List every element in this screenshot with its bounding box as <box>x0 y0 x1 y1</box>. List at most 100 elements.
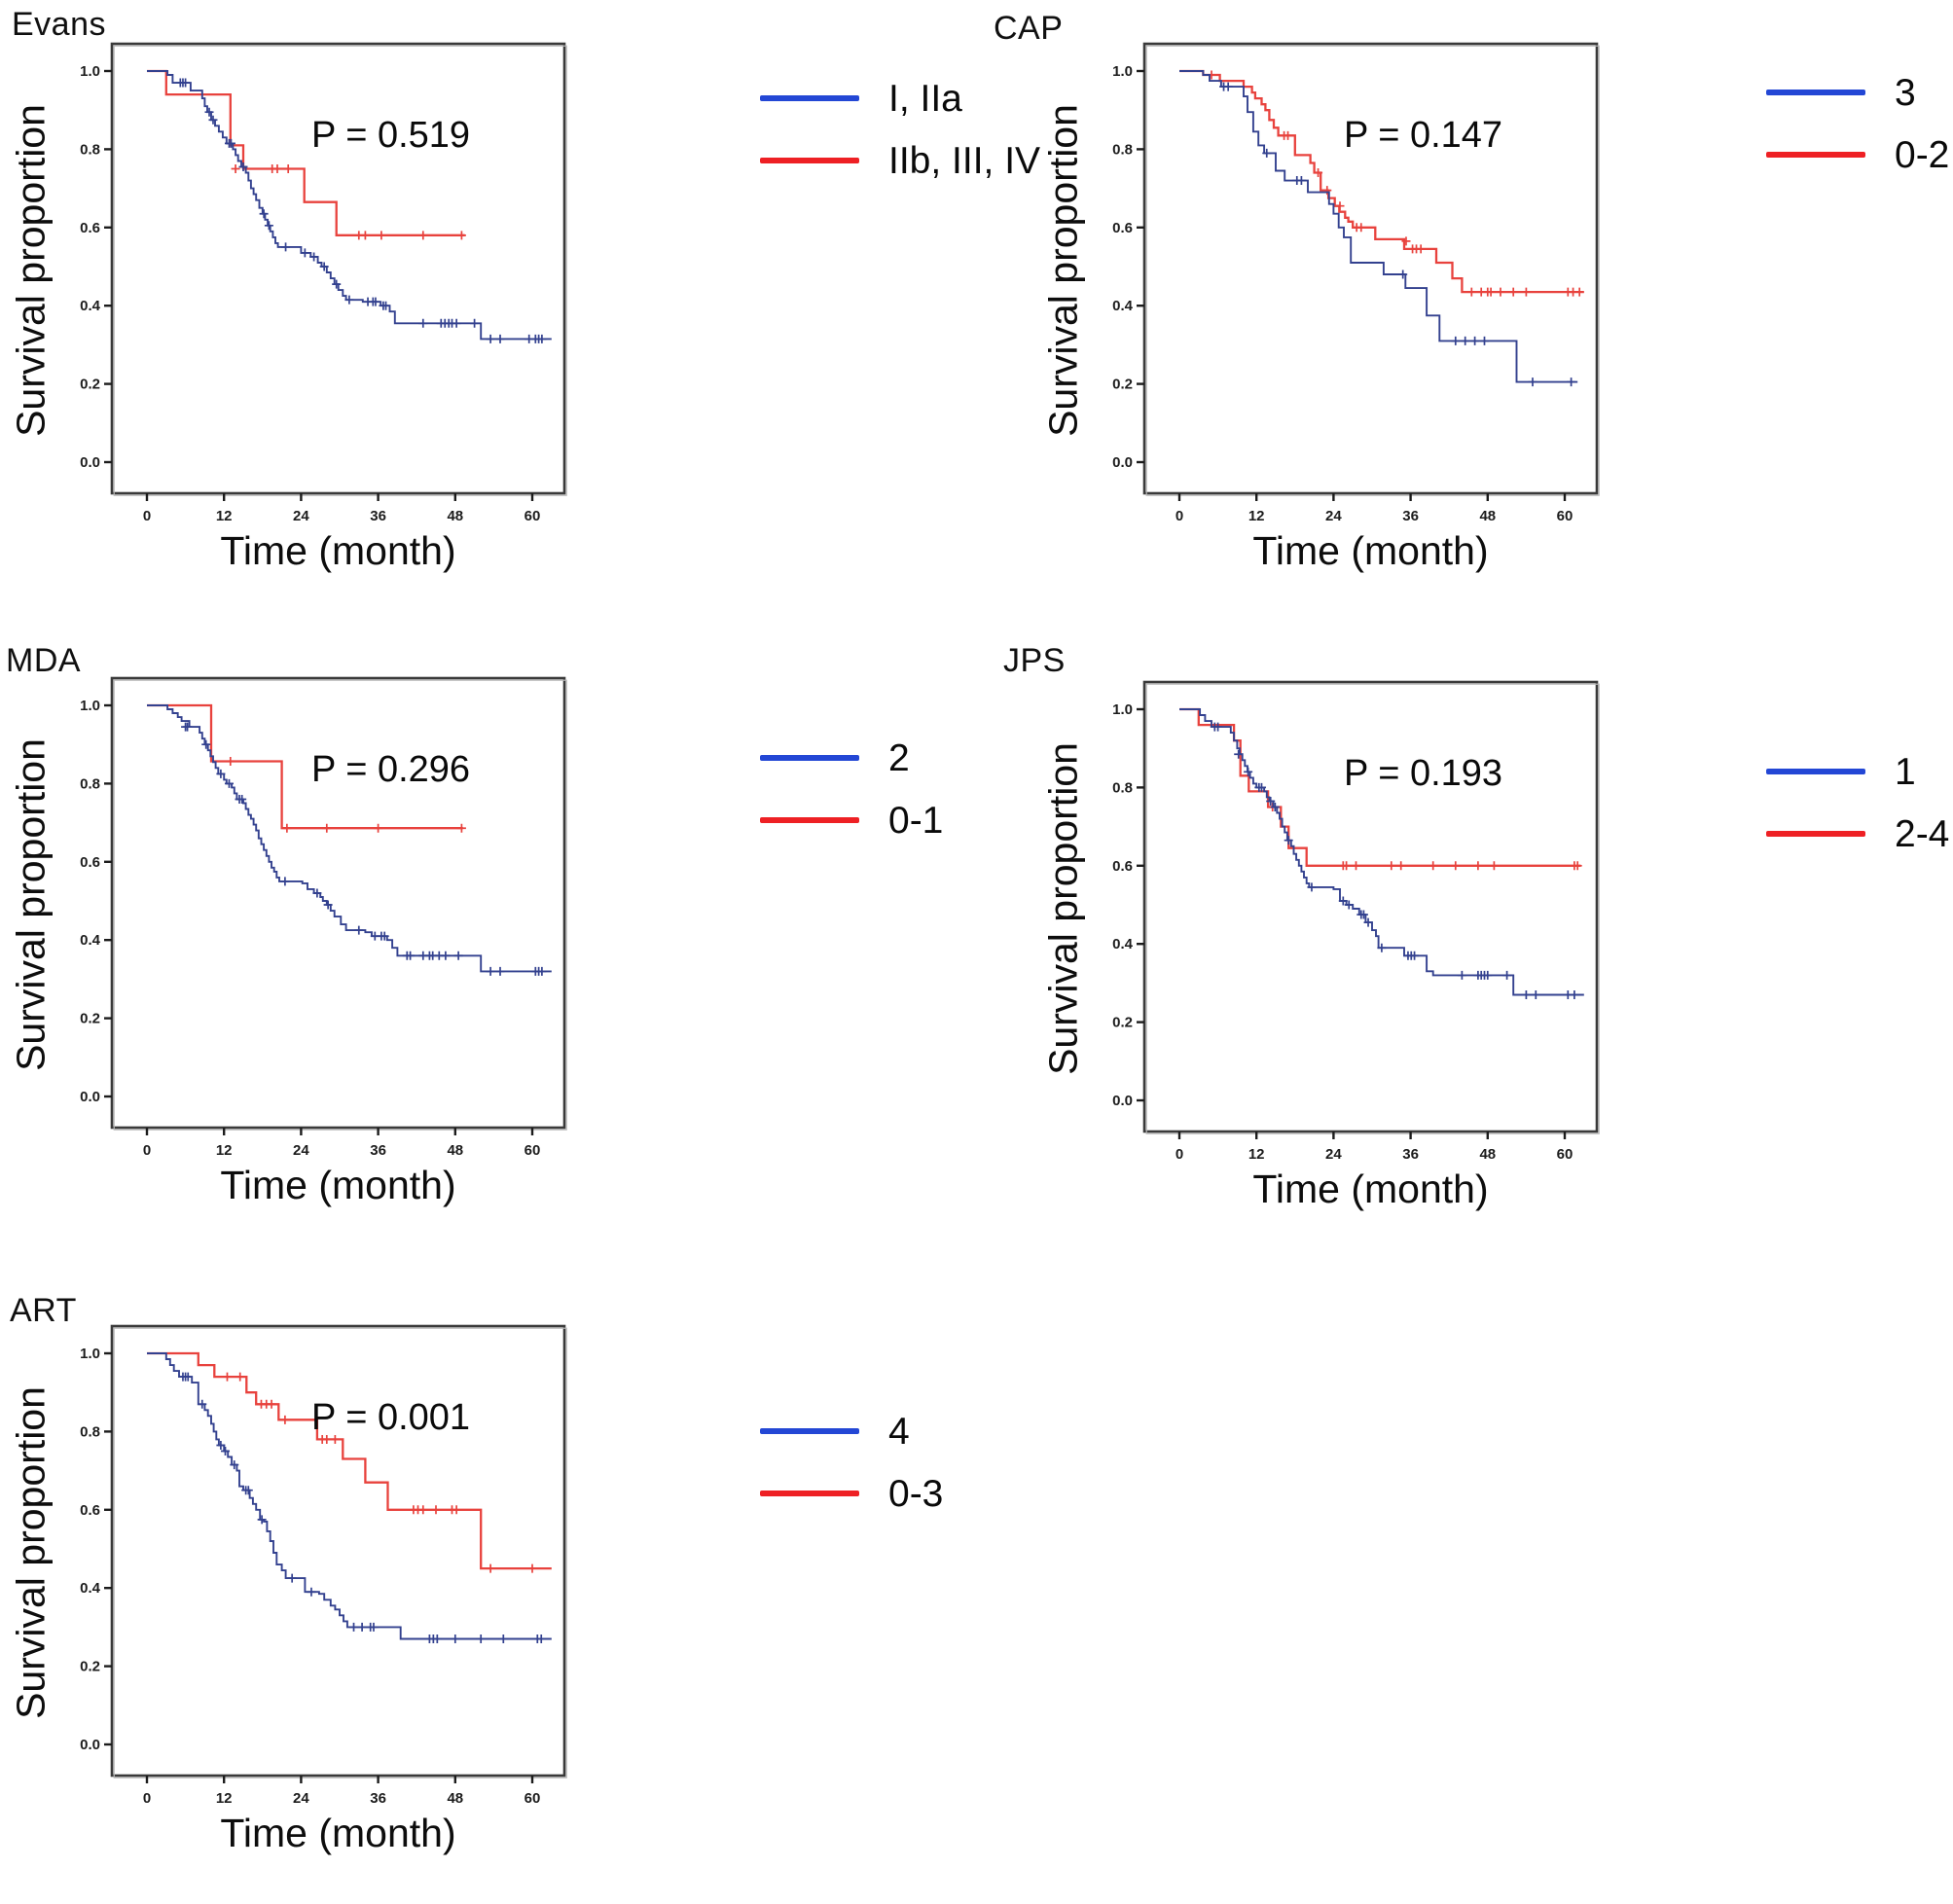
censor-mark-red <box>1489 861 1499 871</box>
legend-line-blue-icon <box>760 95 859 101</box>
x-tick-label: 0 <box>143 1142 151 1159</box>
censor-mark-blue <box>1410 951 1420 960</box>
censor-mark-blue <box>1256 782 1266 792</box>
censor-mark-red <box>322 1434 332 1444</box>
x-tick-label: 12 <box>216 508 233 524</box>
censor-mark-blue <box>486 334 495 343</box>
censor-mark-blue <box>204 107 214 117</box>
censor-mark-blue <box>280 877 290 886</box>
censor-mark-red <box>1387 861 1396 871</box>
censor-mark-blue <box>1234 749 1244 759</box>
legend-label: 0-1 <box>888 799 944 842</box>
censor-mark-red <box>1451 861 1461 871</box>
censor-mark-blue <box>1344 900 1354 910</box>
y-tick-label: 0.0 <box>1112 1093 1133 1109</box>
censor-mark-blue <box>354 925 364 935</box>
legend-line-blue-icon <box>1766 769 1865 774</box>
legend-item: 2-4 <box>1766 813 1949 854</box>
panel-jps: JPS Survival proportion 1.0 0.8 0.6 0.4 0.2 0… <box>976 623 1953 1255</box>
censor-mark-red <box>418 1505 428 1515</box>
km-plot-jps: 1.0 0.8 0.6 0.4 0.2 0.0 0 12 24 36 48 60 <box>1112 680 1600 1163</box>
censor-mark-blue <box>198 1399 207 1409</box>
censor-mark-blue <box>1531 989 1540 999</box>
censor-mark-blue <box>1213 722 1223 732</box>
plot-group: Survival proportion 1.0 0.8 0.6 0.4 0.2 0.0 0 1… <box>1032 638 1953 1271</box>
censor-mark-blue <box>1398 269 1408 279</box>
y-tick-label: 1.0 <box>1112 701 1133 718</box>
censor-mark-red <box>1508 287 1518 297</box>
censor-mark-blue <box>226 138 235 148</box>
x-tick-label: 0 <box>143 1790 151 1807</box>
survival-curve-red <box>147 69 465 236</box>
y-tick-label: 0.6 <box>80 220 100 236</box>
censor-mark-red <box>1473 861 1483 871</box>
censor-mark-blue <box>344 295 354 305</box>
x-tick-label: 36 <box>370 1790 386 1807</box>
x-tick-label: 36 <box>370 508 386 524</box>
censor-mark-red <box>377 231 386 240</box>
censor-mark-red <box>1401 236 1411 246</box>
censor-mark-red <box>231 164 240 173</box>
p-value-label: P = 0.519 <box>311 115 471 156</box>
y-tick-label: 1.0 <box>80 698 100 714</box>
plot-group: Survival proportion 1.0 0.8 0.6 0.4 0.2 0.0 0 1… <box>0 634 976 1267</box>
censor-mark-blue <box>537 966 547 976</box>
y-tick-label: 0.8 <box>1112 779 1133 796</box>
censor-mark-blue <box>1457 970 1466 980</box>
legend-line-blue-icon <box>1766 90 1865 95</box>
x-tick-label: 24 <box>1325 1146 1342 1163</box>
y-tick-label: 0.2 <box>1112 1015 1133 1031</box>
censor-mark-blue <box>470 318 480 328</box>
censor-mark-blue <box>257 1515 267 1525</box>
censor-mark-blue <box>495 966 505 976</box>
x-tick-label: 60 <box>524 508 541 524</box>
panel-title-art: ART <box>10 1292 77 1329</box>
y-tick-label: 0.4 <box>1112 936 1134 952</box>
censor-mark-blue <box>1528 377 1537 387</box>
censor-mark-blue <box>1461 336 1470 345</box>
censor-mark-red <box>1416 244 1426 254</box>
panel-mda: MDA Survival proportion 1.0 0.8 0.6 0.4 0.2 0… <box>0 623 976 1255</box>
censor-mark-blue <box>1502 970 1512 980</box>
censor-mark-red <box>1396 861 1406 871</box>
censor-mark-red <box>280 1415 290 1424</box>
censor-mark-red <box>360 231 370 240</box>
censor-mark-blue <box>319 262 329 271</box>
censor-mark-blue <box>1266 796 1276 806</box>
censor-mark-blue <box>418 318 428 328</box>
censor-mark-red <box>1322 186 1332 196</box>
plot-frame-shadow <box>113 679 567 1131</box>
x-tick-label: 24 <box>293 508 309 524</box>
censor-mark-blue <box>1363 917 1373 927</box>
y-tick-label: 0.0 <box>80 454 100 471</box>
legend-cap: 3 0-2 <box>1766 72 1949 197</box>
x-tick-label: 12 <box>1248 508 1265 524</box>
censor-mark-blue <box>371 297 380 306</box>
censor-mark-blue <box>349 1622 359 1632</box>
censor-mark-blue <box>1377 943 1387 952</box>
censor-mark-red <box>418 231 428 240</box>
censor-mark-red <box>431 1505 441 1515</box>
x-axis-label: Time (month) <box>1252 528 1489 573</box>
x-tick-label: 0 <box>143 508 151 524</box>
censor-mark-blue <box>1480 336 1489 345</box>
panel-evans: Evans Survival proportion 1.0 0.8 0.6 0.4 0.… <box>0 0 1041 623</box>
plot-frame-shadow <box>1145 683 1600 1134</box>
censor-mark-red <box>1335 201 1345 211</box>
plot-frame-shadow <box>113 1327 567 1778</box>
legend-line-blue-icon <box>760 755 859 761</box>
legend-label: 2 <box>888 736 910 779</box>
censor-mark-blue <box>486 966 495 976</box>
legend-label: IIb, III, IV <box>888 139 1041 182</box>
x-tick-label: 60 <box>1557 508 1573 524</box>
censor-mark-blue <box>243 1486 253 1495</box>
censor-mark-red <box>1284 130 1293 140</box>
censor-mark-red <box>1486 287 1496 297</box>
legend-label: 0-2 <box>1895 133 1950 176</box>
x-axis-label: Time (month) <box>220 1163 456 1207</box>
x-axis-label: Time (month) <box>220 528 456 573</box>
censor-mark-red <box>527 1563 537 1573</box>
censor-mark-red <box>1429 861 1438 871</box>
x-tick-label: 60 <box>1557 1146 1573 1163</box>
y-tick-label: 0.4 <box>1112 298 1134 314</box>
